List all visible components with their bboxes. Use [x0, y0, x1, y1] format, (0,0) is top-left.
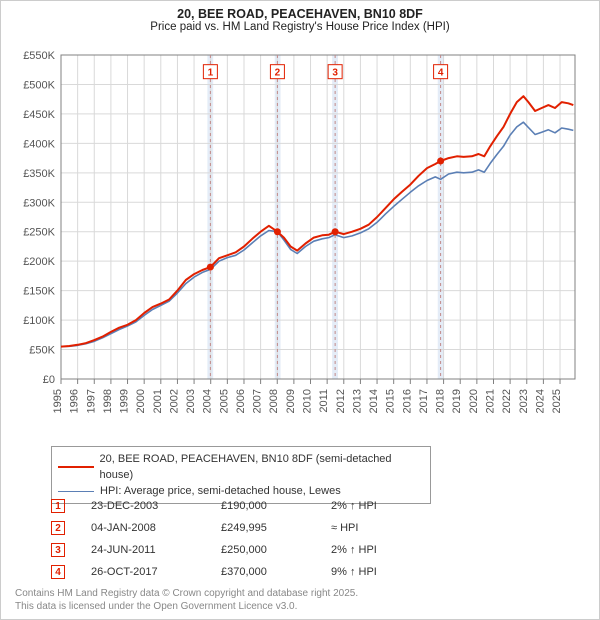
title-line-2: Price paid vs. HM Land Registry's House …	[1, 21, 599, 33]
svg-text:£500K: £500K	[23, 79, 55, 91]
svg-text:2007: 2007	[252, 389, 264, 413]
sale-compare: 9% ↑ HPI	[331, 566, 441, 578]
sale-price: £250,000	[221, 544, 331, 556]
sale-compare: 2% ↑ HPI	[331, 544, 441, 556]
svg-text:2011: 2011	[318, 389, 330, 413]
legend-row: 20, BEE ROAD, PEACEHAVEN, BN10 8DF (semi…	[58, 451, 424, 483]
sale-date: 24-JUN-2011	[91, 544, 221, 556]
legend-label: 20, BEE ROAD, PEACEHAVEN, BN10 8DF (semi…	[100, 451, 424, 483]
svg-text:2015: 2015	[385, 389, 397, 413]
svg-text:£400K: £400K	[23, 138, 55, 150]
svg-text:2025: 2025	[551, 389, 563, 413]
svg-text:£50K: £50K	[29, 345, 55, 357]
svg-text:1995: 1995	[52, 389, 64, 413]
svg-text:2019: 2019	[451, 389, 463, 413]
svg-text:2021: 2021	[484, 389, 496, 413]
line-chart: £0 £50K £100K £150K £200K £250K £300K £350K £400…	[15, 49, 585, 429]
footer-attribution: Contains HM Land Registry data © Crown c…	[15, 587, 358, 613]
svg-text:£150K: £150K	[23, 286, 55, 298]
svg-text:2016: 2016	[401, 389, 413, 413]
svg-text:£550K: £550K	[23, 50, 55, 62]
svg-text:2000: 2000	[135, 389, 147, 413]
sale-date: 26-OCT-2017	[91, 566, 221, 578]
svg-text:2012: 2012	[335, 389, 347, 413]
svg-text:2: 2	[275, 68, 281, 79]
svg-text:2013: 2013	[351, 389, 363, 413]
sale-price: £249,995	[221, 522, 331, 534]
sale-price: £370,000	[221, 566, 331, 578]
svg-text:1998: 1998	[102, 389, 114, 413]
svg-text:£0: £0	[43, 374, 55, 386]
svg-text:1996: 1996	[69, 389, 81, 413]
svg-text:2020: 2020	[468, 389, 480, 413]
svg-text:2023: 2023	[518, 389, 530, 413]
title-line-1: 20, BEE ROAD, PEACEHAVEN, BN10 8DF	[1, 7, 599, 21]
svg-text:2004: 2004	[202, 389, 214, 413]
svg-text:2002: 2002	[168, 389, 180, 413]
legend-swatch-hpi	[58, 491, 94, 492]
svg-text:1: 1	[208, 68, 214, 79]
sale-compare: ≈ HPI	[331, 522, 441, 534]
sale-compare: 2% ↑ HPI	[331, 500, 441, 512]
svg-text:£250K: £250K	[23, 227, 55, 239]
svg-text:4: 4	[438, 68, 444, 79]
table-row: 4 26-OCT-2017 £370,000 9% ↑ HPI	[51, 561, 491, 583]
sale-marker-icon: 2	[51, 521, 65, 535]
svg-text:2008: 2008	[268, 389, 280, 413]
svg-text:2018: 2018	[435, 389, 447, 413]
svg-text:2022: 2022	[501, 389, 513, 413]
table-row: 2 04-JAN-2008 £249,995 ≈ HPI	[51, 517, 491, 539]
svg-text:2005: 2005	[218, 389, 230, 413]
svg-text:2014: 2014	[368, 389, 380, 413]
svg-text:2017: 2017	[418, 389, 430, 413]
legend-swatch-price-paid	[58, 466, 94, 468]
sale-price: £190,000	[221, 500, 331, 512]
svg-text:2024: 2024	[534, 389, 546, 413]
svg-text:£200K: £200K	[23, 256, 55, 268]
svg-text:1999: 1999	[119, 389, 131, 413]
svg-text:2009: 2009	[285, 389, 297, 413]
chart-area: £0 £50K £100K £150K £200K £250K £300K £350K £400…	[15, 49, 585, 429]
svg-text:£300K: £300K	[23, 197, 55, 209]
sale-date: 04-JAN-2008	[91, 522, 221, 534]
sales-table: 1 23-DEC-2003 £190,000 2% ↑ HPI 2 04-JAN…	[51, 495, 491, 583]
footer-line-2: This data is licensed under the Open Gov…	[15, 600, 358, 613]
svg-text:2010: 2010	[302, 389, 314, 413]
svg-text:2003: 2003	[185, 389, 197, 413]
sale-date: 23-DEC-2003	[91, 500, 221, 512]
svg-text:2006: 2006	[235, 389, 247, 413]
table-row: 3 24-JUN-2011 £250,000 2% ↑ HPI	[51, 539, 491, 561]
sale-marker-icon: 1	[51, 499, 65, 513]
table-row: 1 23-DEC-2003 £190,000 2% ↑ HPI	[51, 495, 491, 517]
svg-text:1997: 1997	[85, 389, 97, 413]
chart-title: 20, BEE ROAD, PEACEHAVEN, BN10 8DF Price…	[1, 1, 599, 35]
svg-text:£450K: £450K	[23, 109, 55, 121]
svg-text:2001: 2001	[152, 389, 164, 413]
footer-line-1: Contains HM Land Registry data © Crown c…	[15, 587, 358, 600]
svg-text:£350K: £350K	[23, 168, 55, 180]
sale-marker-icon: 3	[51, 543, 65, 557]
svg-text:3: 3	[332, 68, 338, 79]
svg-text:£100K: £100K	[23, 315, 55, 327]
sale-marker-icon: 4	[51, 565, 65, 579]
